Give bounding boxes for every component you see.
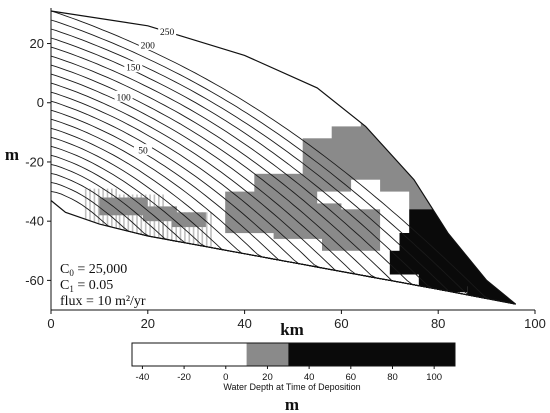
facies-stipple bbox=[175, 212, 177, 248]
contour-label: 50 bbox=[138, 147, 148, 157]
x-axis-ticks: 0 20 40 60 80 100 bbox=[47, 310, 546, 331]
facies-stipple bbox=[97, 188, 100, 236]
y-tick-label: -60 bbox=[25, 273, 44, 288]
colorbar-segment bbox=[288, 343, 455, 366]
x-tick-label: 60 bbox=[334, 316, 348, 331]
contour-label-bg bbox=[138, 39, 157, 51]
facies-patches bbox=[84, 102, 516, 305]
facies-stipple bbox=[197, 212, 199, 248]
colorbar-tick-label: 40 bbox=[304, 372, 315, 383]
facies-stipple bbox=[201, 212, 204, 248]
basement-line bbox=[50, 200, 516, 305]
colorbar-frame bbox=[131, 342, 456, 367]
contour-line bbox=[50, 19, 516, 305]
colorbar-title: Water Depth at Time of Deposition bbox=[223, 382, 360, 392]
colorbar-segment bbox=[246, 343, 289, 366]
y-axis-label: m bbox=[5, 145, 19, 164]
y-tick-label: -20 bbox=[25, 154, 44, 169]
colorbar-tick-label: -20 bbox=[177, 372, 191, 383]
facies-stipple bbox=[136, 194, 138, 242]
x-tick-label: 40 bbox=[237, 316, 251, 331]
flux-label: flux = 10 m²/yr bbox=[60, 294, 146, 309]
facies-stipple bbox=[93, 188, 96, 236]
y-axis-ticks: 20 0 -20 -40 -60 bbox=[25, 36, 51, 288]
x-axis-label: km bbox=[280, 320, 304, 339]
facies-block-grey bbox=[360, 102, 410, 145]
facies-stipple bbox=[188, 212, 191, 248]
facies-stipple bbox=[171, 212, 173, 248]
x-tick-label: 0 bbox=[47, 316, 54, 331]
contour-label-bg bbox=[124, 61, 143, 73]
x-tick-label: 100 bbox=[524, 316, 546, 331]
facies-stipple bbox=[131, 194, 134, 242]
colorbar-tick-label: -40 bbox=[136, 372, 150, 383]
contour-label: 150 bbox=[126, 64, 141, 74]
c0-label: C0 = 25,000 bbox=[60, 262, 127, 278]
contour-label: 100 bbox=[116, 93, 131, 103]
facies-block-black bbox=[438, 185, 468, 210]
colorbar-segment bbox=[132, 343, 247, 366]
y-tick-label: 20 bbox=[30, 36, 44, 51]
contour-label: 250 bbox=[160, 28, 175, 38]
facies-stipple bbox=[205, 212, 208, 248]
plot-area: 250 200 150 100 50 bbox=[50, 8, 535, 311]
facies-stipple bbox=[118, 194, 121, 242]
contour-line bbox=[50, 10, 516, 305]
facies-stipple bbox=[184, 212, 186, 248]
facies-block-grey bbox=[380, 132, 429, 192]
facies-stipple bbox=[89, 188, 91, 236]
facies-stipple bbox=[166, 212, 169, 248]
topography-line bbox=[50, 10, 516, 305]
c1-label: C1 = 0.05 bbox=[60, 278, 113, 294]
colorbar-tick-label: 0 bbox=[223, 372, 228, 383]
facies-stipple bbox=[162, 212, 164, 248]
contour-line bbox=[50, 28, 516, 305]
c1-value: 0.05 bbox=[89, 278, 114, 293]
contour-label-bg bbox=[158, 25, 177, 37]
x-tick-label: 80 bbox=[431, 316, 445, 331]
facies-block-grey bbox=[99, 197, 148, 216]
contour-label-bg bbox=[133, 144, 152, 156]
facies-stipple bbox=[84, 188, 87, 236]
colorbar-tick-label: 20 bbox=[262, 372, 273, 383]
y-tick-label: -40 bbox=[25, 214, 44, 229]
colorbar-tick-label: 100 bbox=[426, 372, 442, 383]
facies-block-grey bbox=[322, 209, 381, 251]
contour-label: 200 bbox=[141, 42, 156, 52]
contour-label-bg bbox=[114, 90, 133, 102]
x-tick-label: 20 bbox=[141, 316, 155, 331]
flux-value: 10 m²/yr bbox=[97, 294, 145, 309]
c0-value: 25,000 bbox=[89, 262, 128, 277]
parameter-annotation: C0 = 25,000 C1 = 0.05 flux = 10 m²/yr bbox=[60, 262, 146, 309]
facies-block-grey bbox=[143, 206, 177, 222]
colorbar: -40 -20 0 20 40 60 80 100 bbox=[131, 342, 456, 383]
colorbar-label: m bbox=[285, 395, 299, 413]
y-tick-label: 0 bbox=[37, 95, 44, 110]
facies-block-black bbox=[467, 256, 516, 305]
colorbar-tick-label: 80 bbox=[387, 372, 398, 383]
facies-stipple bbox=[210, 212, 212, 248]
facies-stipple bbox=[123, 194, 125, 242]
facies-stipple bbox=[179, 212, 182, 248]
facies-block-black bbox=[457, 197, 487, 233]
facies-stipple bbox=[192, 212, 195, 248]
colorbar-tick-label: 60 bbox=[346, 372, 357, 383]
facies-stipple bbox=[127, 194, 130, 242]
